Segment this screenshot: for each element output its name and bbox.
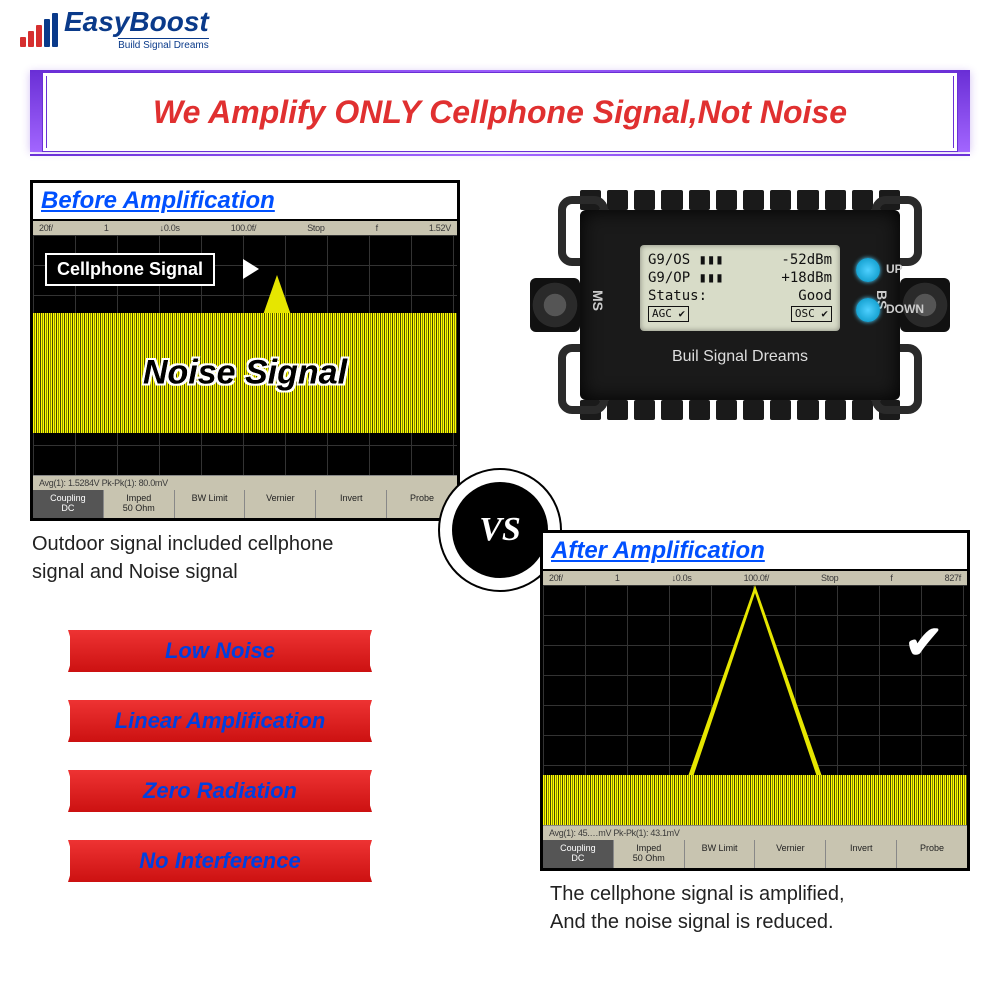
after-title: After Amplification	[543, 533, 967, 571]
after-scope-topbar: 20f/ 1 ↓0.0s 100.0f/ Stop f 827f	[543, 571, 967, 585]
brand-tagline: Build Signal Dreams	[118, 38, 209, 51]
feature-ribbon: Zero Radiation	[70, 770, 370, 812]
heatsink-fins-top	[580, 190, 900, 210]
before-softkey-bar: CouplingDC Imped50 Ohm BW Limit Vernier …	[33, 490, 457, 518]
before-measure-bar: Avg(1): 1.5284V Pk-Pk(1): 80.0mV	[33, 475, 457, 490]
before-scope-topbar: 20f/ 1 ↓0.0s 100.0f/ Stop f 1.52V	[33, 221, 457, 235]
logo-bars-icon	[20, 13, 58, 47]
after-scope-grid: ✔	[543, 585, 967, 825]
ribbon-label: Linear Amplification	[115, 708, 326, 734]
device-down-button[interactable]	[856, 298, 880, 322]
before-noise-band: Noise Signal	[33, 313, 457, 433]
before-title: Before Amplification	[33, 183, 457, 221]
before-small-peak	[263, 275, 291, 315]
cellphone-signal-label: Cellphone Signal	[45, 253, 215, 286]
device-up-button[interactable]	[856, 258, 880, 282]
before-scope-panel: Before Amplification 20f/ 1 ↓0.0s 100.0f…	[30, 180, 460, 521]
check-icon: ✔	[904, 615, 943, 669]
brand-logo: EasyBoost Build Signal Dreams	[20, 8, 209, 51]
after-caption: The cellphone signal is amplified,And th…	[550, 880, 845, 936]
after-scope-panel: After Amplification 20f/ 1 ↓0.0s 100.0f/…	[540, 530, 970, 871]
feature-ribbon: Low Noise	[70, 630, 370, 672]
ribbon-label: No Interference	[139, 848, 300, 874]
before-caption: Outdoor signal included cellphonesignal …	[32, 530, 333, 586]
device-down-label: DOWN	[886, 302, 924, 316]
noise-signal-label: Noise Signal	[143, 354, 347, 393]
arrow-right-icon	[243, 259, 259, 279]
device-brand-line: Buil Signal Dreams	[530, 348, 950, 366]
after-measure-bar: Avg(1): 45.…mV Pk-Pk(1): 43.1mV	[543, 825, 967, 840]
ribbon-label: Low Noise	[165, 638, 275, 664]
after-noise-band	[543, 775, 967, 825]
after-signal-peak	[685, 585, 825, 785]
ribbon-label: Zero Radiation	[143, 778, 297, 804]
device-left-label: MS	[590, 290, 606, 311]
device-lcd: G9/OS ▮▮▮-52dBm G9/OP ▮▮▮+18dBm Status:G…	[640, 245, 840, 331]
brand-name: EasyBoost	[64, 8, 209, 36]
feature-ribbon: No Interference	[70, 840, 370, 882]
heatsink-fins-bottom	[580, 400, 900, 420]
headline-border-bottom	[30, 154, 970, 156]
feature-ribbon: Linear Amplification	[70, 700, 370, 742]
connector-left-icon	[530, 278, 580, 332]
booster-device: MS BS G9/OS ▮▮▮-52dBm G9/OP ▮▮▮+18dBm St…	[530, 190, 950, 420]
before-scope-grid: Cellphone Signal Noise Signal	[33, 235, 457, 475]
after-softkey-bar: CouplingDC Imped50 Ohm BW Limit Vernier …	[543, 840, 967, 868]
device-up-label: UP	[886, 262, 903, 276]
vs-text: VS	[452, 482, 548, 578]
headline-banner: We Amplify ONLY Cellphone Signal,Not Noi…	[30, 72, 970, 152]
